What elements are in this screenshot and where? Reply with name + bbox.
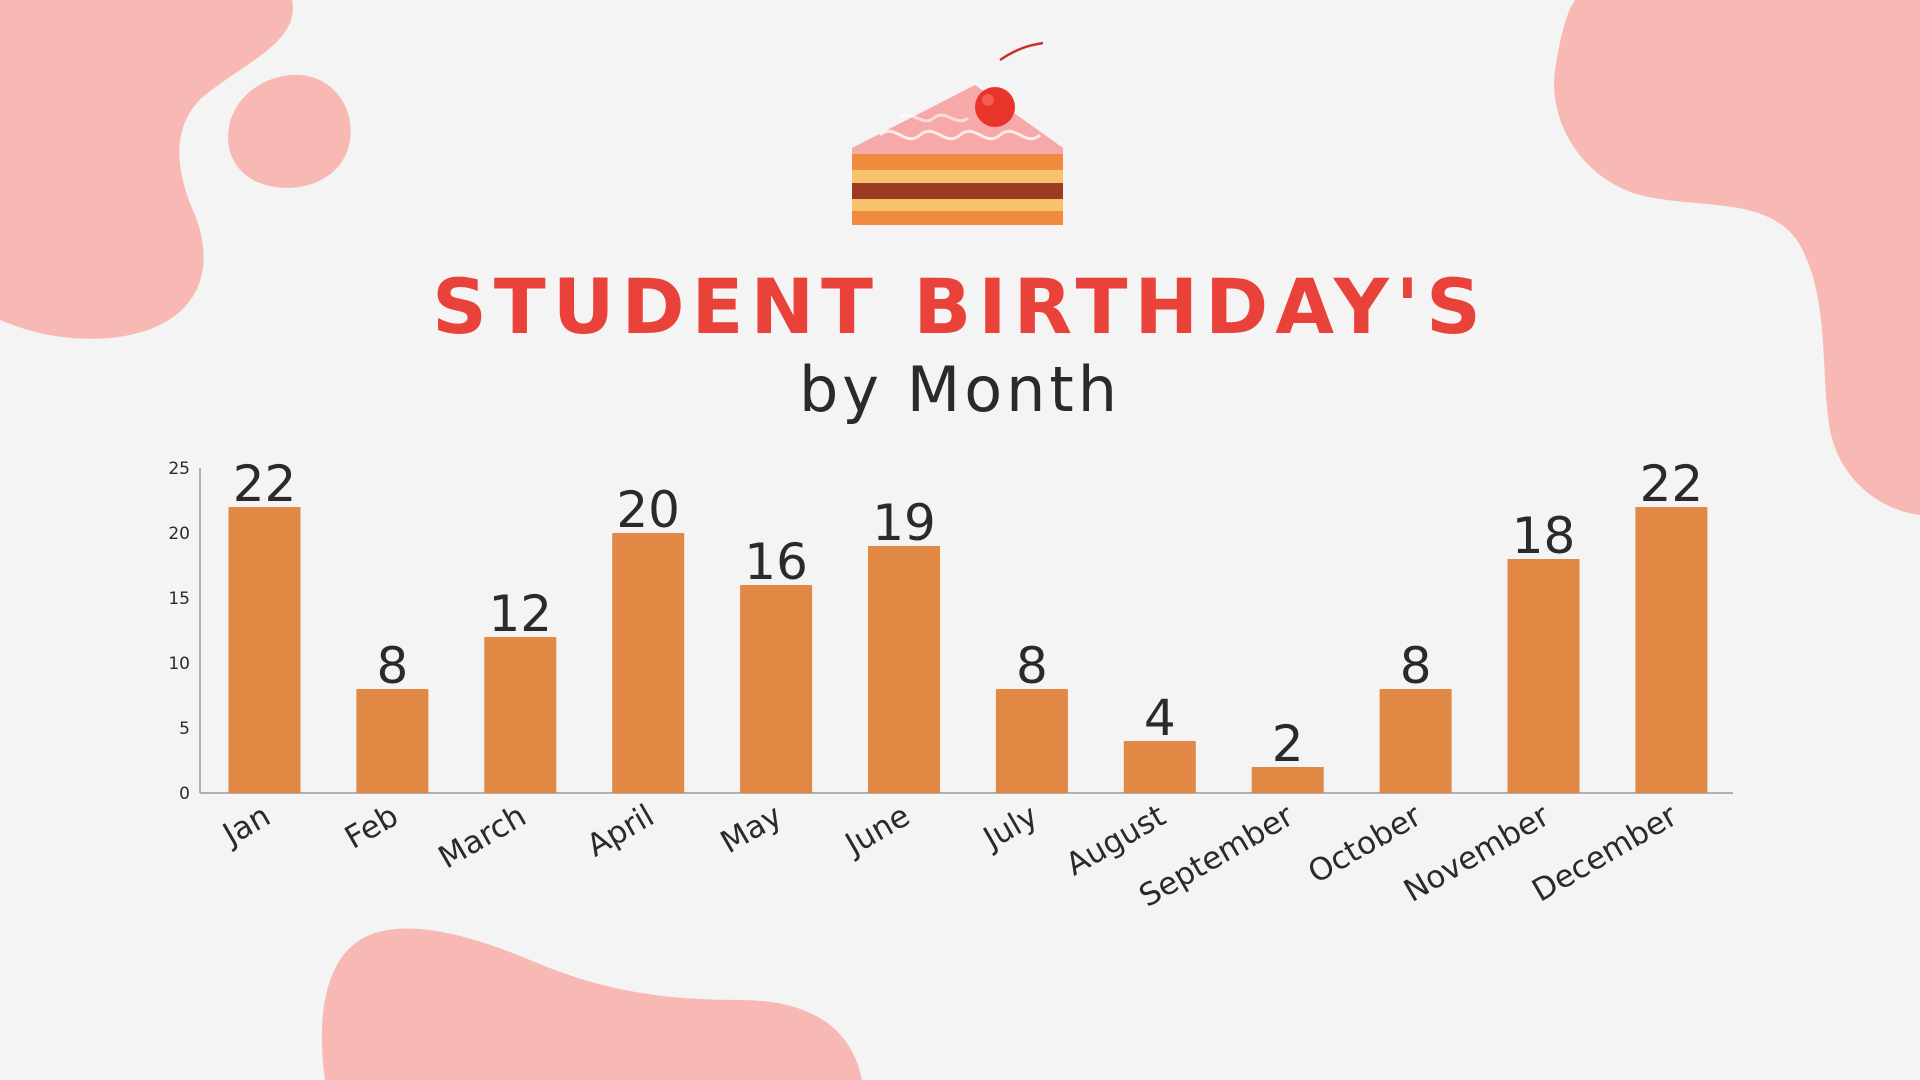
x-category-label: March xyxy=(432,798,532,876)
bar-march xyxy=(484,637,557,793)
chart-data-labels: 22 8 12 20 16 19 8 4 2 8 18 22 xyxy=(233,455,1704,773)
x-category-label: May xyxy=(715,798,789,861)
blob-top-left xyxy=(0,0,293,339)
x-category-label: July xyxy=(976,798,1044,858)
bar-december xyxy=(1635,507,1708,793)
x-category-label: November xyxy=(1398,798,1556,910)
data-label: 20 xyxy=(616,481,680,539)
data-label: 22 xyxy=(1640,455,1704,513)
data-label: 4 xyxy=(1144,689,1176,747)
x-category-label: Feb xyxy=(339,798,405,857)
blob-bottom xyxy=(321,928,862,1080)
data-label: 16 xyxy=(744,533,808,591)
y-tick-label: 15 xyxy=(168,589,190,609)
y-tick-label: 10 xyxy=(168,654,190,674)
data-label: 2 xyxy=(1272,715,1304,773)
data-label: 8 xyxy=(1016,637,1048,695)
page-title: STUDENT BIRTHDAY'S xyxy=(432,262,1488,351)
x-category-label: June xyxy=(838,798,916,864)
data-label: 8 xyxy=(1400,637,1432,695)
bar-feb xyxy=(356,689,429,793)
bar-jan xyxy=(228,507,301,793)
bar-may xyxy=(740,585,813,793)
y-tick-label: 20 xyxy=(168,524,190,544)
data-label: 12 xyxy=(488,585,552,643)
bar-september xyxy=(1251,767,1324,793)
bar-october xyxy=(1379,689,1452,793)
data-label: 19 xyxy=(872,494,936,552)
bar-august xyxy=(1123,741,1196,793)
data-label: 22 xyxy=(233,455,297,513)
chart-x-categories: Jan Feb March April May June July AugustSeptemb… xyxy=(215,798,1683,915)
y-tick-label: 5 xyxy=(179,719,190,739)
x-category-label: December xyxy=(1526,798,1683,910)
bar-november xyxy=(1507,559,1580,793)
blob-small-circle xyxy=(228,74,351,188)
blob-top-right xyxy=(1554,0,1920,515)
x-category-label: Jan xyxy=(215,798,276,854)
page-subtitle: by Month xyxy=(798,353,1122,426)
bar-june xyxy=(868,546,940,793)
chart-bars xyxy=(228,507,1708,793)
data-label: 8 xyxy=(376,637,408,695)
data-label: 18 xyxy=(1512,507,1576,565)
y-tick-label: 25 xyxy=(168,459,190,479)
chart-axes xyxy=(199,468,1733,794)
x-category-label: April xyxy=(581,798,660,865)
y-tick-label: 0 xyxy=(179,784,190,804)
chart-y-ticks: 0 5 10 15 20 25 xyxy=(168,459,190,804)
bar-july xyxy=(995,689,1068,793)
bar-april xyxy=(612,533,685,793)
